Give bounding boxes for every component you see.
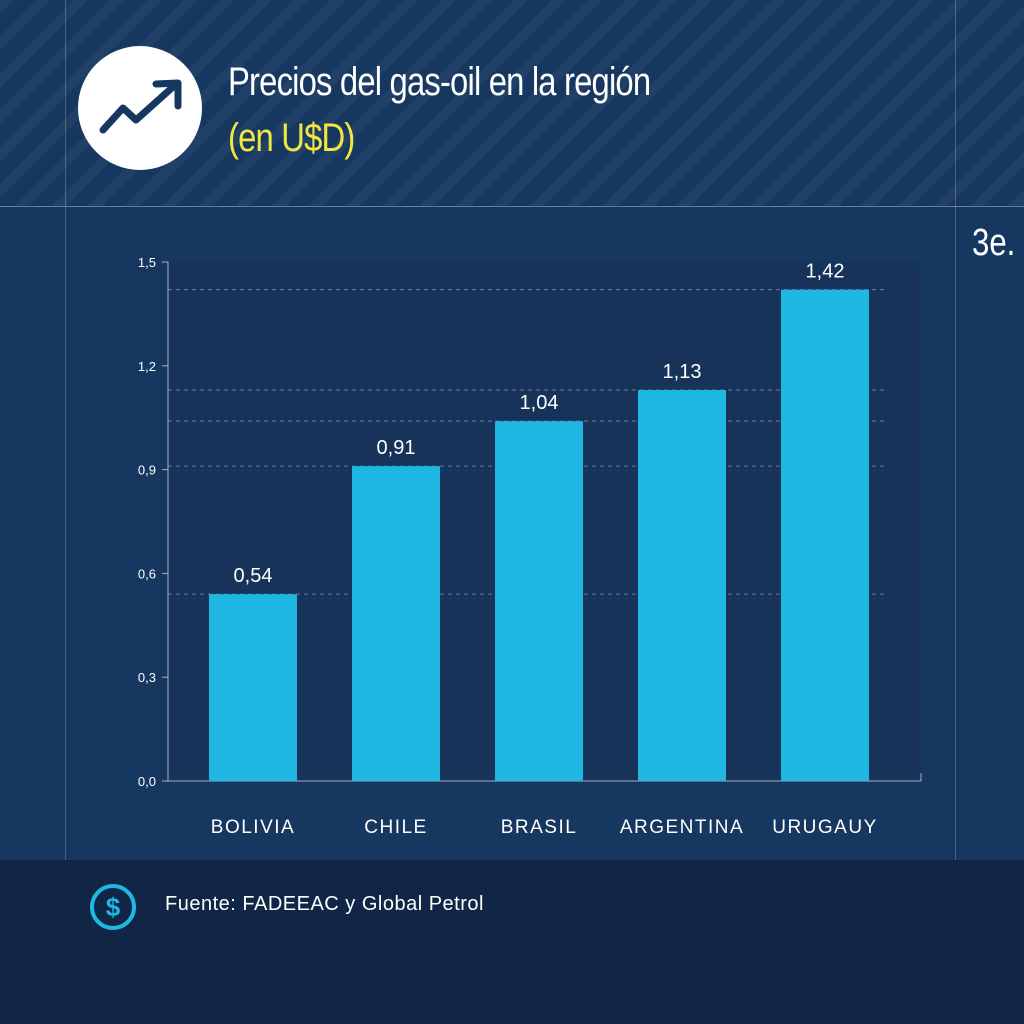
y-tick-label: 0,0 <box>138 774 156 789</box>
bar-value-label: 0,91 <box>377 437 416 459</box>
x-category-label: CHILE <box>364 817 427 838</box>
frame-line-right <box>955 0 956 860</box>
dollar-icon: $ <box>90 884 136 930</box>
trending-up-icon <box>78 46 202 170</box>
bar-chart: 0,0 0,3 0,6 0,9 1,2 1,5 0,54 BOLIVIA 0,91 CHILE 1,… <box>138 255 922 838</box>
footer <box>0 860 1024 1024</box>
x-category-label: BOLIVIA <box>211 817 295 838</box>
x-category-label: URUGAUY <box>772 817 878 838</box>
svg-text:$: $ <box>106 892 121 922</box>
corner-label: 3e. <box>972 222 1016 264</box>
bar-value-label: 1,42 <box>806 261 845 283</box>
frame-line-left <box>65 0 66 860</box>
chart-subtitle: (en U$D) <box>228 116 355 160</box>
bar <box>638 390 726 781</box>
bar-value-label: 0,54 <box>234 565 273 587</box>
y-tick-label: 0,3 <box>138 670 156 685</box>
chart-title: Precios del gas-oil en la región <box>228 60 651 104</box>
bar <box>352 466 440 781</box>
bar-value-label: 1,13 <box>663 361 702 383</box>
y-tick-label: 1,2 <box>138 359 156 374</box>
bar <box>495 421 583 781</box>
x-category-label: ARGENTINA <box>620 817 744 838</box>
bar <box>781 289 869 781</box>
source-note: Fuente: FADEEAC y Global Petrol <box>165 893 484 915</box>
bar-value-label: 1,04 <box>520 392 559 414</box>
bar <box>209 594 297 781</box>
header-band <box>0 0 1024 207</box>
y-tick-label: 1,5 <box>138 255 156 270</box>
y-tick-label: 0,6 <box>138 566 156 581</box>
y-tick-label: 0,9 <box>138 463 156 478</box>
x-category-label: BRASIL <box>501 817 578 838</box>
